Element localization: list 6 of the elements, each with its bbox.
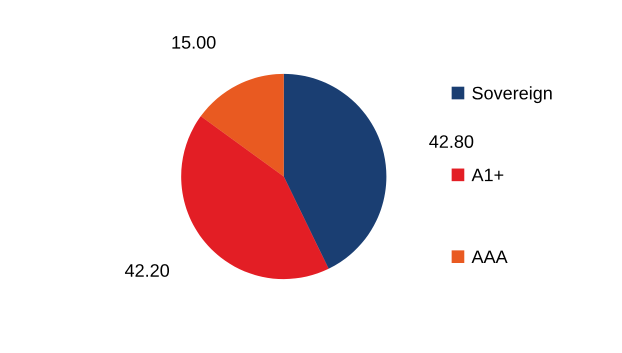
legend-label: A1+	[472, 168, 504, 182]
data-label: 42.20	[124, 264, 170, 277]
legend-label: Sovereign	[472, 86, 552, 104]
data-label: 42.80	[429, 135, 474, 148]
data-label: 15.00	[172, 36, 216, 49]
legend-label: AAA	[472, 250, 508, 263]
